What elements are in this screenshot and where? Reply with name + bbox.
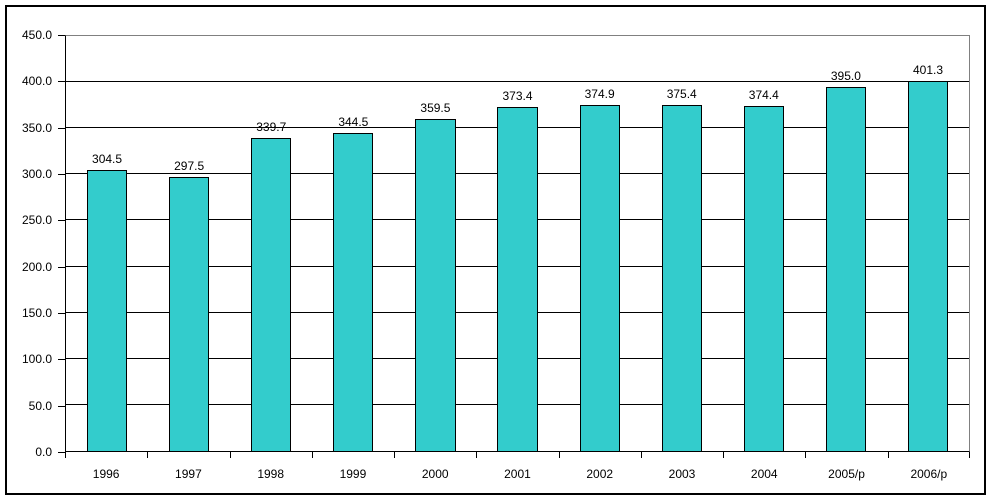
y-axis: 0.0 50.0 100.0 150.0 200.0 250.0 300.0 350.0 400… <box>7 29 65 458</box>
x-axis-tick <box>969 452 970 458</box>
bar-slot-2006/p: 401.3 <box>887 36 969 451</box>
bar-slot-1997: 297.5 <box>148 36 230 451</box>
bar-2001: 373.4 <box>497 90 538 451</box>
x-axis-label-2004: 2004 <box>750 467 778 481</box>
y-axis-tick <box>58 313 65 315</box>
bar-value-label-2000: 359.5 <box>420 101 451 116</box>
bar-slot-2000: 359.5 <box>394 36 476 451</box>
y-axis-label: 250.0 <box>21 213 52 228</box>
bar-slot-2004: 374.4 <box>723 36 805 451</box>
bar-value-label-2001: 373.4 <box>502 88 533 103</box>
bar-1999: 344.5 <box>333 116 374 451</box>
bar-2005/p: 395.0 <box>825 70 866 451</box>
y-axis-label: 50.0 <box>28 398 52 413</box>
bar-2004: 374.4 <box>743 89 784 451</box>
y-axis-label: 450.0 <box>21 28 52 42</box>
x-axis-label-2005/p: 2005/p <box>828 467 865 481</box>
y-axis-tick <box>58 405 65 407</box>
x-axis-label-2001: 2001 <box>504 467 531 481</box>
bar-1997: 297.5 <box>169 160 210 451</box>
x-axis-tick <box>476 452 478 458</box>
y-axis-tick <box>58 220 65 222</box>
x-axis-label-1997: 1997 <box>175 467 202 481</box>
bar-slot-2003: 375.4 <box>641 36 723 451</box>
y-axis-tick <box>58 35 65 36</box>
chart-frame: 0.0 50.0 100.0 150.0 200.0 250.0 300.0 350.0 400… <box>5 5 986 495</box>
x-axis-ticks <box>65 452 970 458</box>
x-axis-label-2003: 2003 <box>668 467 696 481</box>
x-axis-tick <box>887 452 889 458</box>
x-axis-tick <box>723 452 725 458</box>
bars-layer: 304.5 297.5 339.7 344.5 359.5 373.4 374.9 375.4… <box>66 36 969 451</box>
bar-slot-2002: 374.9 <box>559 36 641 451</box>
y-axis-label: 400.0 <box>21 74 52 89</box>
y-axis-tick <box>58 452 65 453</box>
y-axis-label: 100.0 <box>21 352 52 367</box>
y-axis-tick <box>58 359 65 361</box>
bar-slot-2001: 373.4 <box>476 36 558 451</box>
x-axis-label-1996: 1996 <box>92 467 120 481</box>
bar-value-label-1998: 339.7 <box>256 119 287 134</box>
bar-value-label-2005/p: 395.0 <box>830 68 861 83</box>
x-axis-labels: 1996 1997 1998 1999 2000 2001 2002 2003 2004 2005… <box>65 467 970 482</box>
y-axis-label: 150.0 <box>21 306 52 321</box>
x-axis-label-2006/p: 2006/p <box>910 467 948 481</box>
x-axis-tick <box>805 452 807 458</box>
x-axis-tick <box>311 452 313 458</box>
bar-value-label-2006/p: 401.3 <box>912 62 943 77</box>
y-axis-tick <box>58 81 65 83</box>
gridline-400.0 <box>66 81 969 83</box>
y-axis-label: 0.0 <box>35 445 52 459</box>
y-axis-label: 300.0 <box>21 167 52 182</box>
plot-area: 304.5 297.5 339.7 344.5 359.5 373.4 374.9 375.4… <box>65 35 970 452</box>
bar-2003: 375.4 <box>661 88 702 451</box>
x-axis-label-1999: 1999 <box>339 467 367 481</box>
bar-slot-1998: 339.7 <box>230 36 312 451</box>
x-axis-label-2002: 2002 <box>586 467 614 481</box>
bar-slot-2005/p: 395.0 <box>805 36 887 451</box>
x-axis-tick <box>65 452 66 458</box>
x-axis-tick <box>558 452 560 458</box>
bar-1996: 304.5 <box>86 153 128 451</box>
bar-2000: 359.5 <box>415 102 456 451</box>
bar-value-label-2003: 375.4 <box>666 86 697 101</box>
x-axis-tick <box>229 452 231 458</box>
bar-2006/p: 401.3 <box>907 64 949 451</box>
bar-slot-1996: 304.5 <box>66 36 148 451</box>
x-axis-label-2000: 2000 <box>421 467 449 481</box>
y-axis-tick <box>58 174 65 176</box>
bar-2002: 374.9 <box>579 88 620 451</box>
y-axis-tick <box>58 266 65 268</box>
y-axis-tick <box>58 127 65 129</box>
y-axis-label: 200.0 <box>21 259 52 274</box>
bar-slot-1999: 344.5 <box>312 36 394 451</box>
x-axis-tick <box>640 452 642 458</box>
bar-value-label-1996: 304.5 <box>92 152 123 167</box>
bar-value-label-2004: 374.4 <box>748 87 779 102</box>
bar-value-label-1997: 297.5 <box>174 158 205 173</box>
bar-1998: 339.7 <box>251 121 292 451</box>
bar-value-label-1999: 344.5 <box>338 115 369 130</box>
x-axis-tick <box>147 452 149 458</box>
x-axis-label-1998: 1998 <box>257 467 285 481</box>
y-axis-label: 350.0 <box>21 120 52 135</box>
bar-value-label-2002: 374.9 <box>584 87 615 102</box>
x-axis-tick <box>394 452 396 458</box>
